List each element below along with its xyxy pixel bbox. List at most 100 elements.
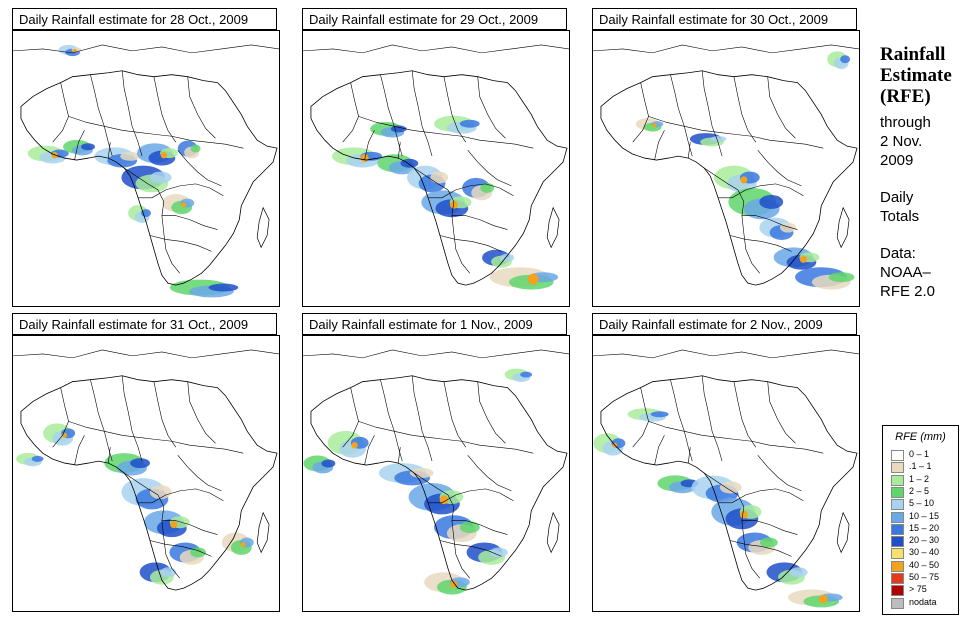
- rainfall-area: [120, 151, 141, 161]
- rainfall-area: [840, 55, 851, 64]
- country-border: [68, 421, 244, 454]
- rainfall-area: [719, 481, 742, 494]
- rainfall-area: [190, 547, 206, 558]
- africa-coastline: [20, 375, 278, 591]
- rainfall-area: [81, 143, 95, 151]
- country-border: [729, 235, 792, 252]
- africa-coastline: [600, 70, 858, 286]
- country-border: [757, 454, 802, 492]
- country-border: [149, 540, 212, 557]
- legend-swatch: [891, 597, 904, 609]
- country-border: [701, 375, 723, 462]
- legend-swatch: [891, 474, 904, 486]
- country-border: [451, 215, 470, 274]
- country-border: [138, 488, 224, 504]
- date-line: 2 Nov.: [880, 133, 923, 150]
- country-border: [153, 381, 177, 448]
- data-source: Data: NOAA– RFE 2.0: [880, 244, 965, 301]
- country-border: [648, 116, 824, 149]
- country-border: [187, 76, 216, 139]
- panel-title: Daily Rainfall estimate for 30 Oct., 200…: [592, 8, 857, 30]
- country-border: [90, 379, 113, 462]
- country-border: [477, 381, 506, 444]
- country-border: [380, 74, 403, 157]
- country-border: [451, 520, 508, 535]
- heavy-rainfall-area: [652, 123, 657, 128]
- madagascar-outline: [256, 511, 270, 554]
- country-border: [161, 520, 180, 579]
- legend-swatch: [891, 560, 904, 572]
- daily-line: Daily: [880, 189, 914, 206]
- country-border: [428, 183, 514, 199]
- madagascar-outline: [836, 511, 850, 554]
- legend-label: 15 – 20: [909, 522, 940, 533]
- daily-totals: Daily Totals: [880, 188, 965, 226]
- africa-coastline: [310, 375, 568, 591]
- heavy-rainfall-area: [799, 255, 807, 263]
- mediterranean-coastline: [303, 44, 569, 54]
- country-border: [718, 488, 804, 504]
- country-border: [107, 142, 111, 159]
- country-border: [654, 130, 665, 161]
- country-border: [149, 235, 212, 252]
- panel-title: Daily Rainfall estimate for 29 Oct., 200…: [302, 8, 567, 30]
- rainfall-map: [12, 335, 280, 612]
- country-border: [161, 520, 218, 535]
- rainfall-map: [592, 30, 860, 307]
- rainfall-area: [130, 458, 150, 469]
- country-border: [397, 447, 401, 464]
- heavy-rainfall-area: [240, 541, 246, 547]
- legend-label: nodata: [909, 596, 937, 607]
- legend-swatch: [891, 499, 904, 511]
- country-border: [411, 70, 433, 157]
- country-border: [138, 183, 224, 199]
- africa-coastline: [600, 375, 858, 591]
- country-border: [439, 235, 502, 252]
- heavy-rainfall-area: [449, 200, 458, 209]
- legend-title: RFE (mm): [895, 431, 946, 443]
- country-border: [670, 74, 693, 157]
- rainfall-area: [31, 455, 44, 462]
- legend-swatch: [891, 585, 904, 597]
- madagascar-outline: [836, 206, 850, 249]
- country-border: [648, 421, 824, 454]
- country-border: [729, 540, 792, 557]
- country-border: [701, 70, 723, 157]
- rainfall-area: [828, 272, 855, 283]
- legend-label: 10 – 15: [909, 510, 940, 521]
- heavy-rainfall-area: [450, 580, 458, 588]
- side-title-line: Rainfall: [880, 44, 946, 65]
- rainfall-area: [160, 567, 177, 578]
- country-border: [767, 76, 796, 139]
- panel-title: Daily Rainfall estimate for 1 Nov., 2009: [302, 313, 567, 335]
- heavy-rainfall-area: [351, 441, 358, 449]
- country-border: [654, 435, 665, 466]
- country-border: [107, 447, 111, 464]
- country-border: [451, 215, 508, 230]
- rainfall-area: [149, 171, 172, 184]
- africa-coastline: [20, 70, 278, 286]
- country-border: [358, 116, 534, 149]
- legend-swatch: [891, 462, 904, 474]
- rainfall-area: [520, 371, 533, 378]
- africa-map-svg: [303, 349, 569, 595]
- legend-label: 2 – 5: [909, 485, 930, 496]
- legend-label: 30 – 40: [909, 547, 940, 558]
- country-border: [177, 454, 222, 492]
- rainfall-area: [190, 144, 201, 153]
- rainfall-area: [500, 253, 515, 262]
- rainfall-area: [710, 136, 727, 142]
- country-border: [741, 520, 798, 535]
- country-border: [74, 130, 85, 161]
- legend-label: .1 – 1: [909, 461, 932, 472]
- legend-label: 50 – 75: [909, 572, 940, 582]
- data-line: Data:: [880, 245, 916, 262]
- country-border: [632, 82, 649, 143]
- country-border: [364, 130, 375, 161]
- legend-label: 1 – 2: [909, 473, 930, 484]
- country-border: [670, 379, 693, 462]
- heavy-rainfall-area: [170, 521, 178, 529]
- country-border: [161, 215, 218, 230]
- country-border: [123, 167, 165, 216]
- mediterranean-coastline: [593, 44, 859, 54]
